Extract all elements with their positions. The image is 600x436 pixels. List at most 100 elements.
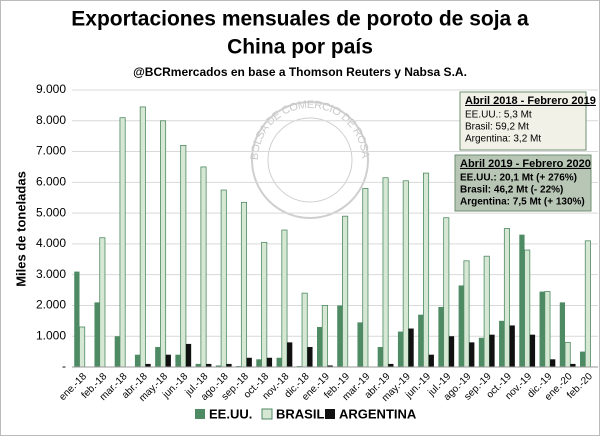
- bar: [240, 201, 247, 368]
- bar: [483, 255, 490, 368]
- bar: [220, 189, 227, 368]
- bar: [180, 144, 187, 368]
- legend-swatch: [325, 409, 335, 419]
- bar: [539, 291, 545, 367]
- bar: [79, 326, 86, 368]
- bar: [327, 365, 333, 367]
- annotation-title: Abril 2018 - Febrero 2019: [465, 95, 596, 107]
- chart-title: China por país: [227, 36, 373, 59]
- bar: [509, 325, 515, 367]
- y-tick-label: 5.000: [36, 205, 66, 219]
- bar: [74, 271, 80, 367]
- annotation-title: Abril 2019 - Febrero 2020: [460, 158, 591, 170]
- bar: [301, 292, 308, 368]
- y-tick-label: -: [62, 359, 66, 373]
- bar: [200, 166, 207, 368]
- bar: [584, 240, 591, 368]
- bar: [185, 343, 192, 367]
- legend-label: EE.UU.: [209, 406, 252, 421]
- bar: [489, 334, 495, 367]
- bar: [402, 180, 409, 368]
- y-tick-label: 8.000: [36, 113, 66, 127]
- bar: [443, 217, 450, 368]
- bar: [559, 302, 566, 367]
- bar: [438, 306, 444, 367]
- y-tick-label: 4.000: [36, 236, 66, 250]
- y-tick-label: 3.000: [36, 267, 66, 281]
- bar: [337, 305, 343, 367]
- bar: [570, 363, 576, 367]
- bar: [321, 305, 328, 368]
- annotation-line: Brasil: 46,2 Mt (- 22%): [460, 185, 563, 196]
- bar: [266, 357, 273, 367]
- bar: [246, 357, 252, 367]
- y-tick-label: 6.000: [36, 175, 66, 189]
- bar: [357, 322, 363, 367]
- legend-swatch: [195, 409, 205, 419]
- bar: [519, 234, 525, 367]
- chart-subtitle: @BCRmercados en base a Thomson Reuters y…: [133, 65, 467, 79]
- bar: [418, 314, 424, 367]
- bar: [155, 346, 161, 367]
- bar: [544, 291, 551, 368]
- bar: [206, 363, 212, 367]
- y-tick-label: 7.000: [36, 144, 66, 158]
- bar: [382, 177, 389, 368]
- annotation-line: EE.UU.: 20,1 Mt (+ 276%): [460, 173, 577, 184]
- bar: [458, 285, 464, 367]
- bar: [165, 354, 171, 367]
- annotation-line: EE.UU.: 5,3 Mt: [465, 110, 532, 121]
- bar: [579, 351, 586, 367]
- bar: [342, 215, 349, 368]
- bar: [145, 363, 151, 367]
- bar: [99, 237, 106, 368]
- bar: [503, 228, 510, 368]
- bar: [550, 359, 556, 367]
- bar: [175, 354, 181, 367]
- bar: [261, 241, 268, 368]
- chart-title: Exportaciones mensuales de poroto de soj…: [71, 8, 529, 31]
- bar: [499, 320, 505, 367]
- annotation-line: Argentina: 7,5 Mt (+ 130%): [460, 197, 585, 208]
- bar: [478, 337, 485, 367]
- y-tick-label: 2.000: [36, 298, 66, 312]
- bar: [524, 249, 531, 368]
- bar: [377, 346, 383, 367]
- legend-label: ARGENTINA: [339, 406, 417, 421]
- bar: [160, 120, 167, 368]
- bar: [316, 326, 323, 367]
- bar: [307, 346, 313, 367]
- legend-swatch: [261, 408, 273, 420]
- bar: [215, 365, 222, 367]
- y-axis-label: Miles de toneladas: [13, 171, 28, 287]
- bar: [276, 357, 282, 367]
- bar: [397, 331, 404, 367]
- bar: [114, 336, 120, 367]
- bar: [469, 342, 475, 367]
- bar: [287, 342, 293, 367]
- annotation-line: Brasil: 59,2 Mt: [465, 122, 529, 133]
- bar: [362, 188, 369, 368]
- bar: [94, 302, 100, 367]
- bar: [428, 354, 434, 367]
- bar: [119, 117, 126, 368]
- bar: [408, 328, 414, 367]
- bar: [256, 359, 262, 367]
- bar: [139, 106, 146, 368]
- bar: [448, 336, 455, 367]
- bar: [134, 354, 141, 367]
- annotation-box: [459, 91, 587, 151]
- annotation-box: [454, 154, 592, 212]
- legend-label: BRASIL: [276, 406, 324, 421]
- bar: [226, 363, 232, 367]
- bar: [388, 363, 394, 367]
- y-tick-label: 1.000: [36, 328, 66, 342]
- bar: [423, 172, 430, 368]
- bar: [463, 260, 470, 368]
- annotation-line: Argentina: 3,2 Mt: [465, 134, 541, 145]
- bar: [529, 334, 536, 367]
- bar: [281, 229, 288, 368]
- bar: [195, 363, 201, 367]
- y-tick-label: 9.000: [36, 82, 66, 96]
